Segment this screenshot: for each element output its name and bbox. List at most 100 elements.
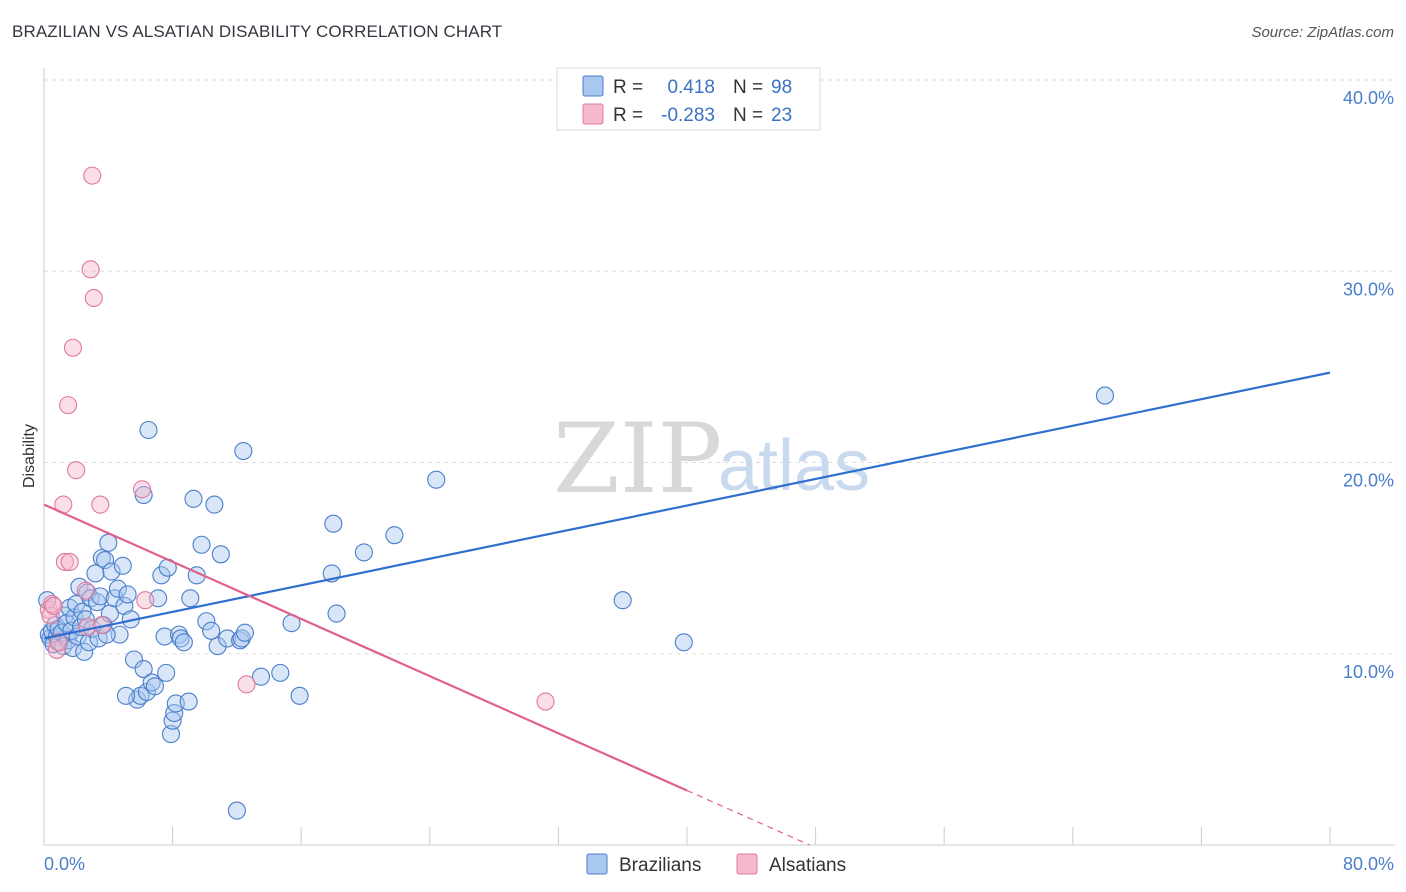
brazilians-point-79	[251, 667, 271, 686]
chart-source: Source: ZipAtlas.com	[1251, 24, 1394, 41]
brazilians-point-77	[234, 441, 253, 461]
brazilians-point-82	[290, 686, 309, 705]
brazilians-point-37	[102, 562, 121, 581]
brazilians-point-70	[202, 621, 221, 640]
brazilians-point-65	[181, 589, 200, 608]
brazilians-point-52	[145, 677, 164, 696]
tick-labels: 10.0% 20.0% 30.0% 40.0% 0.0% 80.0% Disability	[21, 88, 1394, 874]
legend-swatch-1	[582, 103, 604, 125]
legend-swatch-0	[582, 75, 604, 97]
brazilians-point-34	[96, 550, 115, 570]
series-legend: Brazilians Alsatians	[586, 853, 846, 876]
brazilians-point-87	[385, 526, 404, 545]
brazilians-point-48	[134, 659, 153, 679]
legend-r-label-1: R =	[613, 105, 643, 126]
alsatians-point-15	[91, 495, 110, 514]
alsatians-point-14	[84, 288, 103, 308]
brazilians-point-69	[197, 612, 216, 631]
brazilians-point-55	[155, 627, 174, 646]
brazilians-point-89	[613, 591, 632, 610]
alsatians-point-7	[60, 552, 79, 572]
alsatians-points	[39, 166, 555, 711]
brazilians-point-59	[165, 703, 184, 723]
brazilians-point-63	[174, 633, 193, 652]
legend-r-label-0: R =	[613, 77, 643, 98]
brazilians-point-85	[327, 604, 346, 623]
watermark-atlas: atlas	[718, 426, 870, 506]
brazilians-point-40	[110, 625, 129, 644]
brazilians-point-41	[113, 556, 132, 575]
brazilians-point-64	[179, 692, 198, 711]
alsatians-trend-extension	[686, 789, 810, 846]
brazilians-point-57	[161, 725, 181, 744]
legend-n-value-0: 98	[771, 77, 792, 98]
brazilians-point-95	[157, 663, 176, 682]
y-tick-label-1: 20.0%	[1343, 471, 1394, 491]
alsatians-point-17	[133, 480, 152, 499]
brazilians-point-25	[79, 633, 99, 652]
legend-n-value-1: 23	[771, 105, 792, 126]
legend-n-label-1: N =	[733, 105, 763, 126]
grid-lines	[44, 79, 1395, 655]
brazilians-point-58	[163, 711, 182, 730]
alsatians-point-5	[55, 552, 74, 572]
alsatians-point-12	[81, 260, 100, 279]
brazilians-point-86	[354, 543, 373, 562]
y-axis-label: Disability	[21, 424, 38, 488]
alsatians-point-20	[536, 692, 555, 711]
brazilians-point-29	[87, 593, 107, 612]
brazilians-trend-line	[43, 371, 1331, 640]
brazilians-point-32	[92, 549, 111, 568]
brazilians-point-92	[116, 686, 136, 705]
brazilians-point-73	[211, 545, 230, 564]
brazilians-point-78	[235, 623, 254, 642]
alsatians-point-6	[59, 396, 78, 415]
brazilians-point-39	[108, 579, 127, 598]
brazilians-points	[38, 386, 1114, 820]
alsatians-point-13	[83, 166, 102, 185]
brazilians-point-96	[1095, 386, 1114, 405]
brazilians-point-54	[152, 566, 171, 585]
alsatians-point-3	[47, 640, 66, 659]
brazilians-point-68	[192, 535, 211, 554]
watermark-zip: ZIP	[553, 403, 722, 515]
alsatians-point-21	[44, 596, 63, 615]
x-tick-label-1: 80.0%	[1343, 854, 1394, 874]
x-tick-label-0: 0.0%	[44, 854, 85, 874]
chart-title: BRAZILIAN VS ALSATIAN DISABILITY CORRELA…	[12, 22, 503, 41]
correlation-legend: R = 0.418 N = 98 R = -0.283 N = 23	[556, 67, 821, 131]
bottom-legend-label-alsatians: Alsatians	[769, 855, 846, 876]
brazilians-point-94	[227, 801, 246, 820]
alsatians-point-19	[237, 675, 256, 694]
brazilians-point-66	[184, 489, 203, 508]
brazilians-point-88	[427, 470, 446, 489]
brazilians-point-71	[205, 495, 224, 514]
brazilians-point-28	[86, 564, 105, 583]
bottom-legend-swatch-brazilians	[586, 853, 608, 875]
legend-r-value-0: 0.418	[667, 77, 715, 98]
alsatians-point-22	[49, 633, 68, 652]
brazilians-point-90	[674, 633, 693, 652]
brazilians-point-22	[75, 642, 94, 661]
brazilians-point-80	[271, 663, 290, 682]
y-tick-label-0: 10.0%	[1343, 662, 1394, 682]
brazilians-point-45	[124, 650, 144, 669]
axes	[43, 68, 1395, 846]
brazilians-point-23	[76, 610, 95, 629]
legend-r-value-1: -0.283	[661, 105, 715, 126]
brazilians-point-72	[208, 637, 227, 656]
y-tick-label-2: 30.0%	[1343, 279, 1394, 299]
brazilians-point-43	[118, 585, 137, 604]
legend-n-label-0: N =	[733, 77, 763, 98]
trend-lines	[43, 371, 1331, 846]
bottom-legend-label-brazilians: Brazilians	[619, 855, 701, 876]
alsatians-point-1	[41, 606, 60, 625]
alsatians-point-18	[136, 591, 155, 610]
alsatians-point-10	[76, 581, 95, 600]
alsatians-point-9	[67, 461, 86, 480]
brazilians-point-84	[324, 514, 343, 533]
bottom-legend-swatch-alsatians	[736, 853, 758, 875]
brazilians-point-76	[232, 629, 251, 648]
